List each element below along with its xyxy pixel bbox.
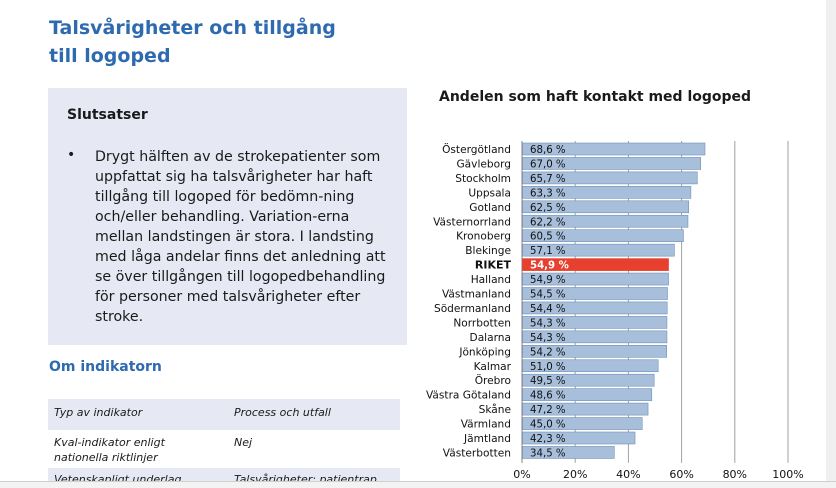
page-title: Talsvårigheter och tillgång till logoped <box>49 14 349 70</box>
category-label: Västernorrland <box>433 216 511 228</box>
data-label: 62,5 % <box>530 203 566 214</box>
data-label: 45,0 % <box>530 420 566 431</box>
bar <box>522 316 668 329</box>
conclusions-box: Slutsatser • Drygt hälften av de strokep… <box>48 88 407 345</box>
data-label: 54,4 % <box>530 304 566 315</box>
bar <box>522 186 692 199</box>
indicator-value: Nej <box>234 436 253 449</box>
bar <box>522 402 649 416</box>
bar <box>522 287 668 300</box>
category-label: Örebro <box>475 374 511 387</box>
category-label: Västerbotten <box>443 447 511 459</box>
category-label: Värmland <box>461 419 511 431</box>
category-label: Västra Götaland <box>426 390 511 402</box>
x-tick-label: 80% <box>723 468 747 481</box>
data-label: 65,7 % <box>530 174 566 185</box>
indicator-key: Kval-indikator enligt nationella riktlin… <box>54 436 165 464</box>
category-label: Gotland <box>469 202 511 214</box>
bar <box>522 301 668 315</box>
data-label: 48,6 % <box>530 391 566 402</box>
data-label: 34,5 % <box>530 448 566 459</box>
data-label: 63,3 % <box>530 188 566 199</box>
data-label: 54,9 % <box>530 261 569 272</box>
bar <box>522 344 667 358</box>
data-label: 49,5 % <box>530 376 566 387</box>
category-label: Södermanland <box>434 303 511 315</box>
category-label: RIKET <box>475 259 512 272</box>
category-label: Jönköping <box>458 346 511 358</box>
data-label: 54,3 % <box>530 318 566 329</box>
category-label: Halland <box>471 274 511 286</box>
category-label: Gävleborg <box>456 158 511 170</box>
bar <box>522 171 698 185</box>
bar <box>522 272 669 286</box>
category-label: Uppsala <box>468 187 511 199</box>
data-label: 62,2 % <box>530 217 566 228</box>
data-label: 47,2 % <box>530 405 566 416</box>
bar <box>522 446 615 459</box>
bar <box>522 142 706 156</box>
category-label: Blekinge <box>465 245 511 257</box>
category-label: Stockholm <box>455 173 511 185</box>
bar <box>522 388 653 401</box>
category-label: Kalmar <box>474 361 512 373</box>
x-tick-label: 40% <box>616 468 640 481</box>
data-label: 68,6 % <box>530 145 566 156</box>
data-label: 54,5 % <box>530 290 566 301</box>
category-label: Jämtland <box>463 433 511 445</box>
indicator-row: Kval-indikator enligt nationella riktlin… <box>48 430 400 468</box>
data-label: 54,3 % <box>530 333 566 344</box>
data-label: 51,0 % <box>530 362 566 373</box>
bar <box>522 214 689 228</box>
data-label: 54,2 % <box>530 347 566 358</box>
data-label: 54,9 % <box>530 275 566 286</box>
indicator-value: Process och utfall <box>234 406 331 419</box>
conclusions-text: Drygt hälften av de strokepatienter som … <box>95 149 386 325</box>
bar <box>522 243 675 257</box>
category-label: Skåne <box>479 403 511 416</box>
category-label: Dalarna <box>470 332 511 344</box>
category-label: Kronoberg <box>456 231 511 243</box>
x-tick-label: 20% <box>563 468 587 481</box>
bar <box>522 157 702 170</box>
x-tick-label: 60% <box>669 468 693 481</box>
indicator-heading: Om indikatorn <box>49 359 162 375</box>
x-tick-label: 100% <box>772 468 803 481</box>
bar <box>522 258 669 271</box>
bar <box>522 417 643 430</box>
page-title-line-1: Talsvårigheter och tillgång <box>49 17 336 39</box>
data-label: 67,0 % <box>530 159 566 170</box>
bottom-scrollbar[interactable] <box>0 481 836 488</box>
category-label: Östergötland <box>442 143 511 156</box>
conclusions-heading: Slutsatser <box>67 107 148 123</box>
bar <box>522 359 659 373</box>
category-label: Norrbotten <box>453 317 511 329</box>
bar <box>522 431 636 445</box>
page-title-line-2: till logoped <box>49 45 171 67</box>
chart-title: Andelen som haft kontakt med logoped <box>439 89 752 105</box>
x-tick-label: 0% <box>513 468 530 481</box>
bullet-icon: • <box>67 147 76 163</box>
data-label: 42,3 % <box>530 434 566 445</box>
bar <box>522 229 684 242</box>
window-edge <box>826 0 836 487</box>
indicator-key: Typ av indikator <box>54 406 143 419</box>
data-label: 57,1 % <box>530 246 566 257</box>
category-label: Västmanland <box>442 289 511 301</box>
bar <box>522 200 690 214</box>
bar <box>522 373 655 387</box>
indicator-row: Typ av indikator Process och utfall <box>48 399 400 430</box>
data-label: 60,5 % <box>530 232 566 243</box>
bar <box>522 330 668 344</box>
